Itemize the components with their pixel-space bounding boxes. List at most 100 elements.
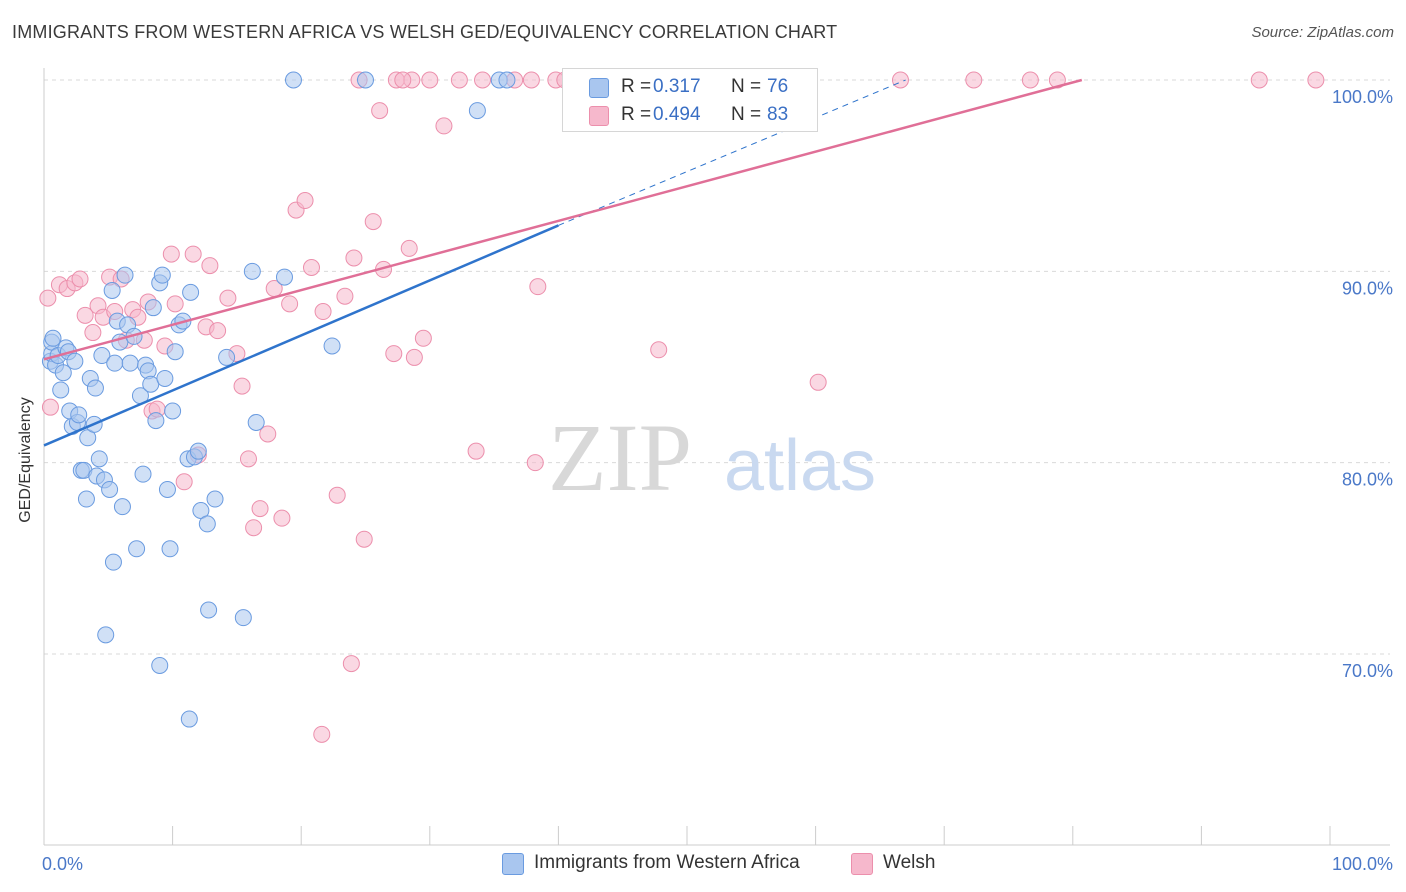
source-label: Source: ZipAtlas.com (1251, 24, 1394, 41)
y-tick-label: 70.0% (1342, 661, 1393, 681)
data-point (39, 289, 57, 307)
data-point (200, 601, 218, 619)
x-tick-label-min: 0.0% (42, 854, 83, 874)
data-point (474, 71, 492, 89)
data-point (1250, 71, 1268, 89)
data-point (166, 295, 184, 313)
data-point (1021, 71, 1039, 89)
watermark: ZIP atlas (548, 404, 876, 511)
legend-row-blue: R = 0.317 N = 76 (563, 73, 817, 101)
data-point (180, 710, 198, 728)
data-point (251, 500, 269, 518)
data-point (891, 71, 909, 89)
legend-swatch-blue (589, 78, 609, 98)
data-point (71, 270, 89, 288)
legend-n-value: 83 (767, 104, 789, 125)
data-point (414, 329, 432, 347)
data-point (77, 490, 95, 508)
data-point (97, 626, 115, 644)
data-point (371, 102, 389, 120)
data-point (394, 71, 412, 89)
data-point (161, 540, 179, 558)
legend-r-value: 0.317 (653, 76, 701, 97)
data-point (70, 406, 88, 424)
data-point (175, 473, 193, 491)
data-point (273, 509, 291, 527)
trend-line-blue (43, 224, 559, 447)
grid-lines (44, 79, 1390, 655)
data-point (809, 373, 827, 391)
data-point (151, 656, 169, 674)
bottom-legend-swatch-pink (851, 853, 873, 875)
data-point (121, 354, 139, 372)
data-point (529, 278, 547, 296)
correlation-legend: R = 0.317 N = 76 R = 0.494 N = 83 (562, 68, 818, 132)
data-point (342, 655, 360, 673)
data-point (239, 450, 257, 468)
data-point (275, 268, 293, 286)
data-point (44, 329, 62, 347)
data-point (153, 266, 171, 284)
data-point (526, 454, 544, 472)
data-point (259, 425, 277, 443)
data-point (468, 102, 486, 120)
data-point (198, 515, 216, 533)
x-tick-label-max: 100.0% (1332, 854, 1393, 874)
data-point (1307, 71, 1325, 89)
legend-n-label: N = (731, 104, 762, 125)
chart-title: IMMIGRANTS FROM WESTERN AFRICA VS WELSH … (12, 22, 838, 42)
data-point (86, 379, 104, 397)
y-tick-label: 90.0% (1342, 278, 1393, 298)
data-point (84, 324, 102, 342)
data-point (302, 259, 320, 277)
data-point (156, 369, 174, 387)
trend-line-pink (43, 78, 1083, 361)
western-africa-points (41, 71, 516, 728)
legend-swatch-pink (589, 106, 609, 126)
data-point (400, 239, 418, 257)
data-point (76, 306, 94, 324)
data-point (245, 519, 263, 537)
data-point (52, 381, 70, 399)
data-point (450, 71, 468, 89)
data-point (328, 486, 346, 504)
bottom-legend-swatch-blue (502, 853, 524, 875)
legend-r-value: 0.494 (653, 104, 701, 125)
data-point (101, 480, 119, 498)
data-point (296, 192, 314, 210)
data-point (134, 465, 152, 483)
data-point (66, 352, 84, 370)
legend-r-label: R = (621, 76, 652, 97)
data-point (336, 287, 354, 305)
data-point (209, 322, 227, 340)
data-point (219, 289, 237, 307)
data-point (247, 413, 265, 431)
data-point (357, 71, 374, 89)
data-point (144, 299, 162, 317)
data-point (41, 398, 59, 416)
watermark-atlas: atlas (724, 426, 876, 506)
data-point (1048, 71, 1066, 89)
y-axis-label: GED/Equivalency (17, 397, 34, 522)
data-point (498, 71, 516, 89)
data-point (54, 364, 72, 382)
data-point (355, 530, 373, 548)
trend-line-blue-extension (558, 79, 906, 226)
data-point (421, 71, 439, 89)
data-point (166, 343, 184, 361)
data-point (405, 348, 423, 366)
data-point (364, 213, 382, 231)
data-point (184, 245, 202, 263)
trend-lines (43, 78, 1083, 447)
data-point (128, 540, 146, 558)
data-point (206, 490, 224, 508)
data-point (201, 257, 219, 275)
data-point (281, 295, 299, 313)
data-point (189, 442, 207, 460)
data-point (142, 375, 160, 393)
data-point (385, 345, 403, 363)
data-point (147, 412, 165, 430)
y-tick-labels: 70.0% 80.0% 90.0% 100.0% (1332, 87, 1393, 681)
data-point (233, 377, 251, 395)
data-point (104, 553, 122, 571)
